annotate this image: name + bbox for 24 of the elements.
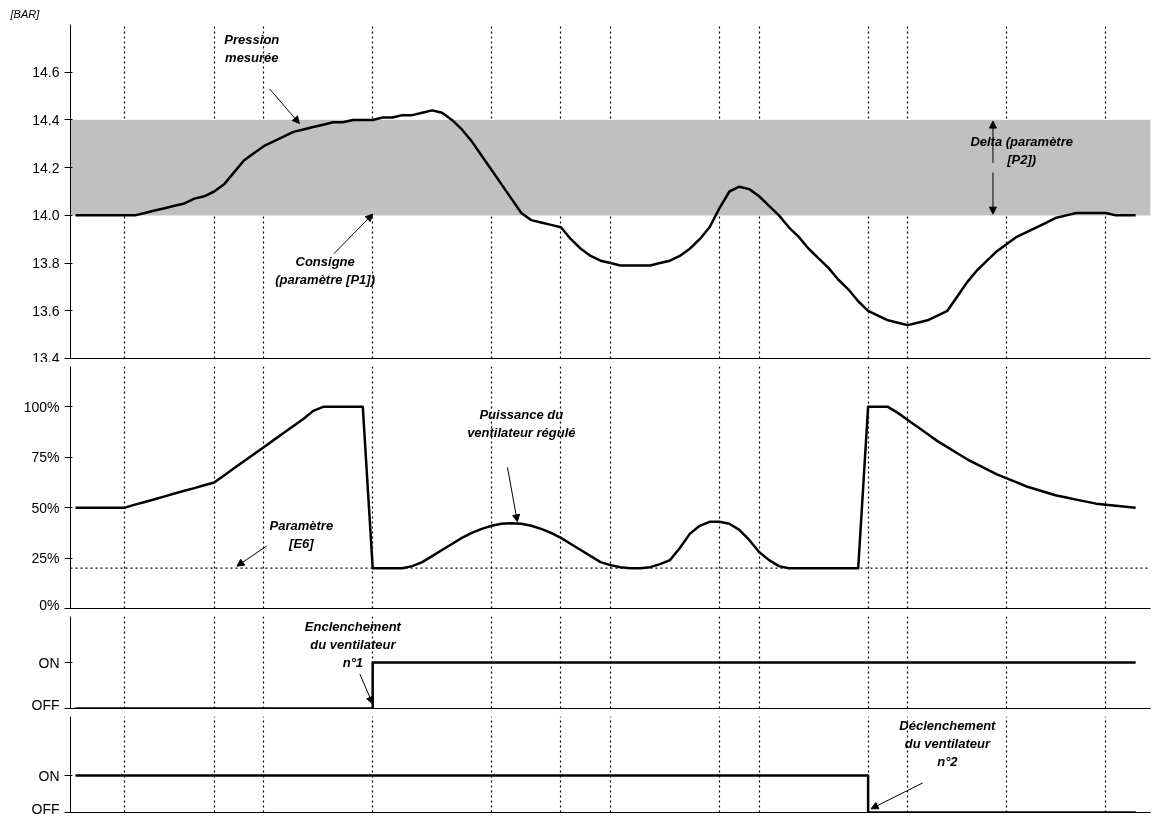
y-tick-label: 100% <box>23 398 60 415</box>
y-tick-label: 14.0 <box>32 207 60 224</box>
text: Déclenchement du ventilateur n°2 <box>899 718 997 770</box>
y-tick-label: 50% <box>31 499 60 516</box>
category-label: OFF <box>31 696 60 713</box>
y-tick-label: 75% <box>31 449 60 466</box>
y-tick-label: 25% <box>31 550 60 567</box>
y-tick-label: 14.2 <box>32 159 60 176</box>
annotation: Delta (paramètre [P2]) <box>970 134 1073 168</box>
y-axis-title: [BAR] <box>9 7 41 20</box>
y-tick-label: 0% <box>39 596 60 613</box>
y-tick-label: 13.6 <box>32 302 60 319</box>
y-tick-label: 14.4 <box>32 111 60 128</box>
y-tick-label: 13.8 <box>32 255 60 272</box>
annotation: Enclenchement du ventilateur n°1 <box>304 618 402 670</box>
category-label: ON <box>38 767 60 784</box>
y-tick-label: 14.6 <box>32 64 60 81</box>
category-label: OFF <box>31 800 60 817</box>
annotation: Puissance du ventilateur régulé <box>467 406 576 440</box>
annotation: Consigne (paramètre [P1]) <box>275 253 375 287</box>
annotation: Pression mesurée <box>224 31 280 65</box>
y-tick-label: 13.4 <box>32 349 60 366</box>
ref-line-label: Paramètre [E6] <box>269 517 334 551</box>
category-label: ON <box>38 654 60 671</box>
